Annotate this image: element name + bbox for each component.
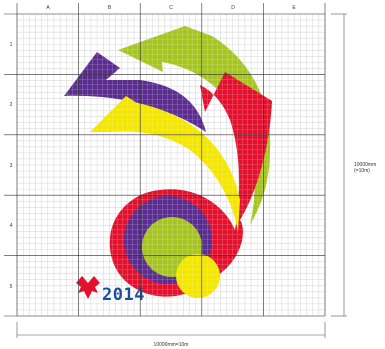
height-dimension-sublabel: (=10m) bbox=[354, 168, 370, 174]
column-label-a: A bbox=[46, 5, 50, 11]
row-labels: 1 2 3 4 5 bbox=[10, 42, 13, 290]
width-dimension: 10000mm=10m bbox=[16, 322, 326, 348]
logo: 2014 bbox=[76, 276, 145, 305]
column-label-c: C bbox=[169, 5, 173, 11]
column-labels: A B C D E bbox=[46, 5, 296, 11]
row-label-2: 2 bbox=[10, 102, 13, 108]
height-dimension-label: 10000mm bbox=[354, 162, 376, 168]
logo-mark-icon bbox=[76, 276, 100, 299]
artwork-grid-overlay bbox=[17, 14, 325, 316]
major-grid bbox=[4, 3, 326, 317]
logo-year-text: 2014 bbox=[102, 285, 145, 305]
artwork bbox=[17, 14, 325, 316]
height-dimension: 10000mm (=10m) bbox=[331, 13, 376, 317]
column-label-b: B bbox=[108, 5, 112, 11]
column-label-e: E bbox=[292, 5, 296, 11]
row-label-3: 3 bbox=[10, 163, 13, 169]
width-dimension-label: 10000mm=10m bbox=[154, 342, 189, 348]
row-label-5: 5 bbox=[10, 284, 13, 290]
row-label-1: 1 bbox=[10, 42, 13, 48]
row-label-4: 4 bbox=[10, 223, 13, 229]
column-label-d: D bbox=[231, 5, 235, 11]
